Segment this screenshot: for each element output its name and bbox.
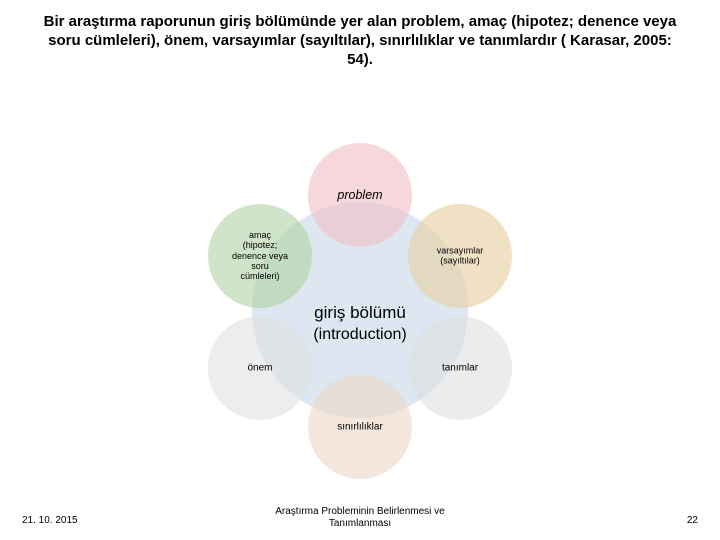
petal-label-varsayimlar: varsayımlar(sayıltılar) xyxy=(437,246,484,267)
center-label-line2: (introduction) xyxy=(313,326,406,344)
venn-diagram: problem amaç(hipotez;denence veyasorucüm… xyxy=(0,0,720,540)
petal-label-tanimlar: tanımlar xyxy=(442,362,478,374)
petal-label-problem: problem xyxy=(337,188,382,202)
petal-label-sinirliliklar: sınırlılıklar xyxy=(337,421,383,433)
center-label-line1: giriş bölümü xyxy=(314,303,406,323)
footer-page-number: 22 xyxy=(687,515,698,526)
petal-label-amac: amaç(hipotez;denence veyasorucümleleri) xyxy=(232,230,288,282)
footer-title: Araştırma Probleminin Belirlenmesi veTan… xyxy=(0,506,720,530)
petal-label-onem: önem xyxy=(247,362,272,374)
